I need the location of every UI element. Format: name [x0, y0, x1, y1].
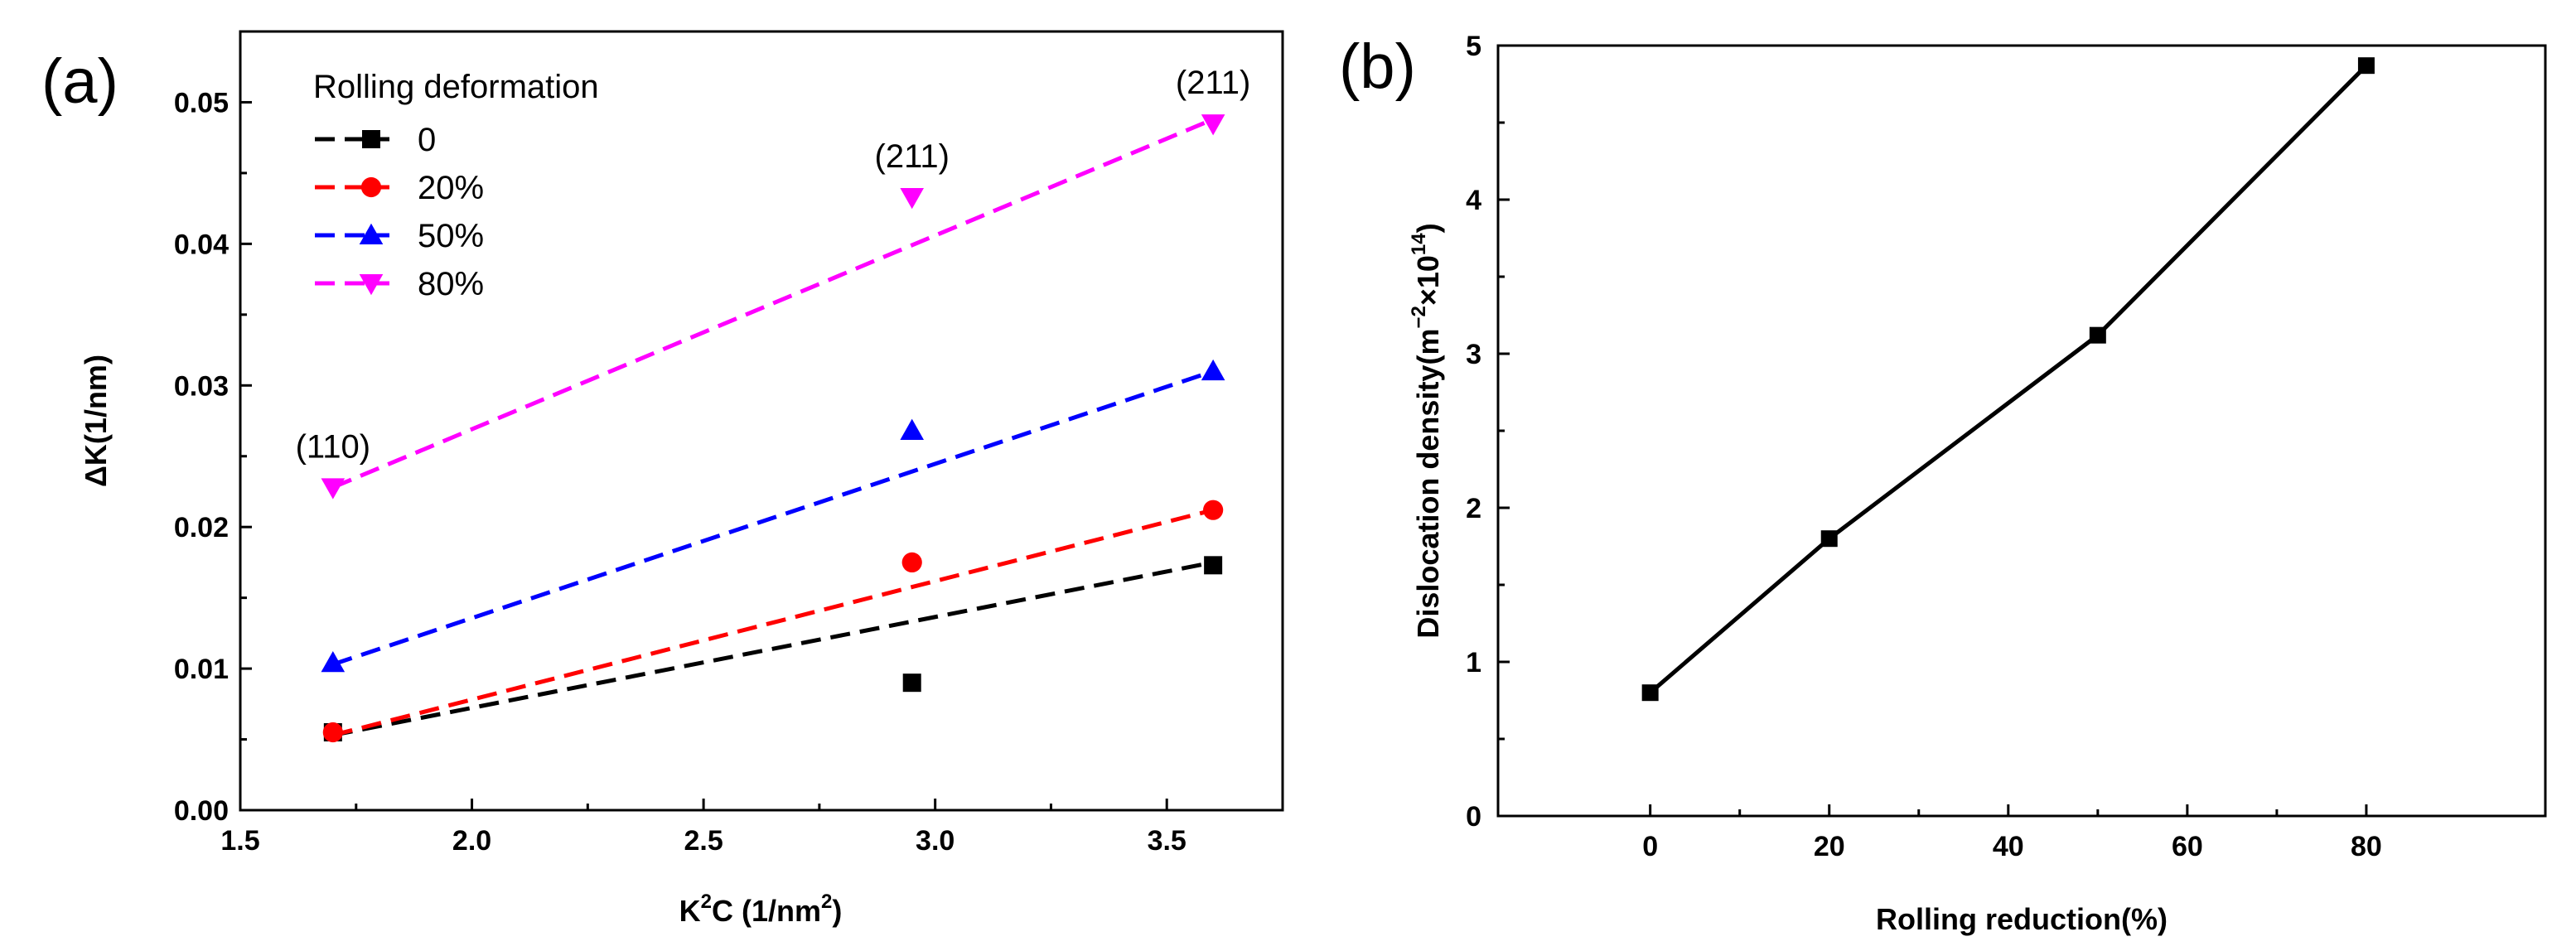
panel-b-y-tick-label: 2	[1466, 493, 1481, 524]
peak-annotation: (110)	[296, 428, 370, 465]
panel-a: (a) 1.5 2.0 2.5 3.0 3.5 0.00 0.01 0.02 0.03 0.04 0…	[41, 30, 1284, 928]
panel-b-x-tick-label: 20	[1814, 831, 1845, 862]
dislocation-density-point	[2357, 57, 2375, 75]
panel-a-legend-title: Rolling deformation	[313, 69, 599, 105]
panel-a-x-axis-title: K2C (1/nm2)	[679, 891, 843, 928]
panel-a-legend: Rolling deformation 0 20% 50% 80%	[313, 69, 599, 302]
panel-b-data-points	[1641, 57, 2375, 702]
data-point-series-1	[1203, 500, 1224, 520]
panel-b-y-tick-label: 1	[1466, 647, 1481, 678]
legend-marker	[359, 223, 384, 244]
panel-a-x-tick-label: 2.0	[452, 825, 491, 857]
panel-b-y-tick-label: 4	[1466, 185, 1481, 216]
panel-b-x-tick-label: 80	[2351, 831, 2382, 862]
legend-label: 80%	[418, 266, 484, 302]
data-point-series-3	[321, 478, 346, 500]
panel-a-y-tick-label: 0.00	[174, 795, 229, 827]
dislocation-density-point	[2089, 326, 2106, 344]
panel-b-y-tick-label: 5	[1466, 31, 1481, 62]
panel-b-x-axis-title: Rolling reduction(%)	[1876, 902, 2168, 936]
panel-a-y-tick-label: 0.05	[174, 87, 229, 118]
legend-label: 20%	[418, 170, 484, 206]
panel-b-x-tick-label: 60	[2172, 831, 2203, 862]
data-point-series-0	[902, 673, 921, 693]
dislocation-density-line	[1649, 64, 2368, 695]
data-point-series-0	[1204, 556, 1223, 575]
legend-label: 0	[418, 122, 436, 158]
panel-a-fit-lines	[331, 117, 1215, 737]
legend-marker	[360, 176, 382, 198]
panel-a-y-tick-label: 0.02	[174, 512, 229, 543]
panel-b-x-tick-label: 40	[1993, 831, 2024, 862]
panel-a-x-tick-label: 2.5	[684, 825, 723, 857]
panel-b-y-tick-label: 0	[1466, 801, 1481, 833]
data-point-series-2	[1201, 359, 1225, 381]
data-point-series-3	[900, 187, 925, 210]
panel-b-y-tick-label: 3	[1466, 339, 1481, 370]
panel-a-y-tick-label: 0.04	[174, 229, 229, 260]
fit-line-series-1	[332, 508, 1214, 737]
data-point-series-2	[321, 650, 346, 673]
panel-a-x-tick-label: 3.0	[916, 825, 955, 857]
panel-b-ticks: 0 20 40 60 80 0 1 2 3 4 5	[1466, 31, 2382, 862]
panel-a-y-tick-label: 0.01	[174, 654, 229, 685]
panel-b-series-line	[1649, 64, 2368, 695]
panel-b-x-tick-label: 0	[1642, 831, 1658, 862]
data-point-series-3	[1201, 114, 1225, 136]
panel-a-plot-frame	[239, 30, 1284, 812]
data-point-series-1	[901, 552, 922, 573]
dislocation-density-point	[1641, 684, 1659, 702]
panel-a-annotations: (110) (211) (211)	[296, 65, 1251, 465]
data-point-series-1	[322, 722, 343, 743]
legend-label: 50%	[418, 218, 484, 254]
dislocation-density-point	[1820, 530, 1838, 548]
fit-line-series-2	[332, 369, 1214, 667]
panel-a-ticks: 1.5 2.0 2.5 3.0 3.5 0.00 0.01 0.02 0.03 0.04 0.05	[174, 87, 1187, 857]
panel-a-x-tick-label: 1.5	[220, 825, 259, 857]
panel-a-y-axis-title: ΔK(1/nm)	[79, 355, 113, 487]
panel-b-y-axis-title: Dislocation density(m−2×1014)	[1408, 223, 1445, 638]
panel-a-y-tick-label: 0.03	[174, 370, 229, 402]
panel-a-data-points	[321, 114, 1225, 743]
fit-line-series-3	[331, 117, 1215, 490]
panel-a-x-tick-label: 3.5	[1148, 825, 1187, 857]
peak-annotation: (211)	[875, 138, 950, 175]
data-point-series-2	[900, 418, 925, 440]
fit-line-series-0	[332, 560, 1214, 737]
legend-marker	[359, 274, 384, 296]
panel-a-label: (a)	[41, 46, 118, 117]
peak-annotation: (211)	[1176, 65, 1250, 101]
panel-b: (b) 0 20 40 60 80 0 1 2 3 4 5 Rolling reduction(%)…	[1339, 31, 2547, 936]
panel-b-label: (b)	[1339, 31, 1416, 102]
legend-marker	[362, 130, 380, 148]
